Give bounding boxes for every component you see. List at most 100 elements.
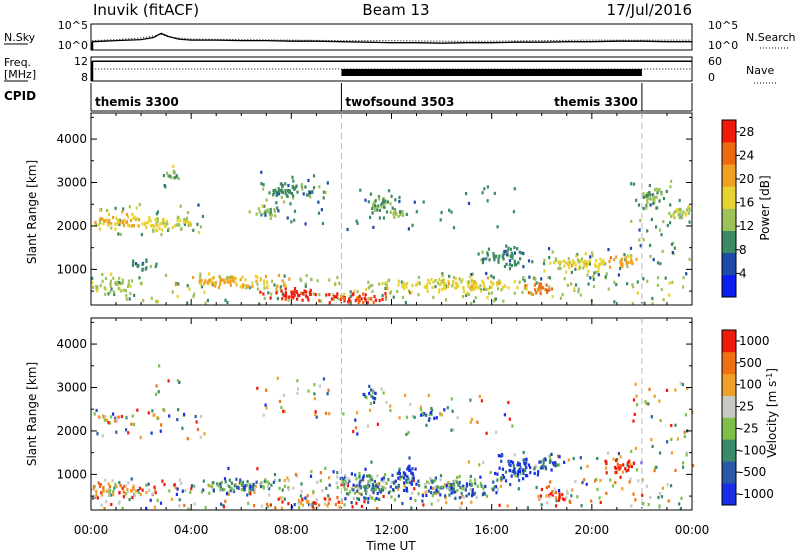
scatter-cell [615,467,618,471]
scatter-cell [549,261,552,265]
scatter-cell [465,192,468,196]
scatter-cell [265,502,269,506]
scatter-cell [458,481,461,485]
scatter-cell [450,491,453,495]
scatter-cell [244,484,247,488]
scatter-cell [284,191,287,195]
scatter-cell [678,198,681,202]
scatter-cell [434,485,437,489]
scatter-cell [378,488,381,492]
scatter-cell [516,472,519,476]
scatter-cell [626,463,629,467]
scatter-cell [293,290,296,294]
scatter-cell [563,498,566,502]
scatter-cell [574,480,577,484]
scatter-cell [170,176,173,180]
scatter-cell [358,475,361,479]
frequency-right-label: Nave [746,64,774,77]
scatter-cell [511,469,514,474]
scatter-cell [438,290,441,294]
scatter-cell [430,502,433,506]
scatter-cell [389,485,392,489]
scatter-cell [625,469,628,473]
scatter-cell [162,221,165,225]
scatter-cell [370,460,373,464]
scatter-cell [376,422,379,426]
scatter-cell [461,278,464,282]
scatter-cell [133,494,136,498]
scatter-cell [454,490,457,494]
scatter-cell [518,280,521,284]
power-colorbar-swatch [722,252,736,276]
scatter-cell [453,484,456,488]
scatter-cell [196,222,199,226]
scatter-cell [510,474,513,478]
scatter-cell [378,197,381,201]
y-tick-label: 4000 [56,132,87,146]
scatter-cell [319,299,322,303]
scatter-cell [168,489,171,493]
scatter-cell [152,229,155,234]
scatter-cell [566,492,569,496]
scatter-cell [548,454,551,458]
scatter-cell [99,284,102,288]
scatter-cell [639,244,642,248]
scatter-cell [488,292,491,296]
power-colorbar-tick-label: 20 [739,172,754,186]
scatter-cell [574,267,577,271]
scatter-cell [221,488,225,492]
scatter-cell [541,286,545,290]
scatter-cell [493,299,496,303]
scatter-cell [313,397,316,401]
scatter-cell [385,210,389,214]
scatter-cell [178,380,181,384]
scatter-cell [499,484,502,488]
scatter-cell [545,486,548,490]
scatter-cell [125,416,128,420]
scatter-cell [91,496,94,500]
scatter-cell [384,201,387,205]
scatter-cell [475,495,478,499]
scatter-cell [175,223,178,227]
power-colorbar-tick-label: 24 [739,148,754,162]
scatter-cell [386,200,390,204]
scatter-cell [619,260,622,265]
scatter-cell [282,200,286,204]
scatter-cell [135,216,139,221]
scatter-cell [287,479,290,483]
scatter-cell [292,179,295,183]
scatter-cell [428,412,431,417]
scatter-cell [294,472,298,477]
scatter-cell [513,291,516,295]
scatter-cell [170,497,173,501]
scatter-cell [575,254,578,258]
scatter-cell [101,217,104,221]
scatter-cell [540,285,543,289]
scatter-cell [463,485,466,489]
scatter-cell [682,461,685,465]
scatter-cell [670,423,673,428]
scatter-cell [127,283,130,287]
scatter-cell [494,297,497,301]
scatter-cell [289,190,292,194]
scatter-cell [401,475,404,479]
scatter-cell [461,487,464,491]
scatter-cell [504,249,507,253]
scatter-cell [572,261,575,265]
scatter-cell [91,280,94,285]
scatter-cell [392,211,395,215]
scatter-cell [425,283,429,287]
scatter-cell [430,486,433,490]
scatter-cell [107,487,110,491]
scatter-cell [670,214,673,218]
scatter-cell [369,284,372,288]
power-colorbar-tick-label: 16 [739,196,754,210]
scatter-cell [149,264,152,269]
scatter-cell [338,505,341,509]
scatter-cell [546,501,549,505]
scatter-cell [540,277,543,281]
scatter-cell [95,493,98,497]
scatter-cell [645,204,648,208]
scatter-cell [651,296,654,301]
scatter-cell [228,478,231,482]
